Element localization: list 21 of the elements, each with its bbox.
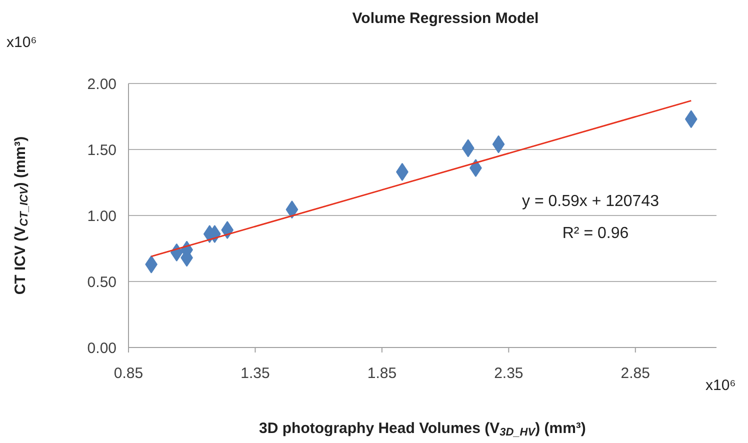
point — [286, 200, 298, 219]
text: x10⁶ — [6, 34, 37, 51]
x-tick-label: 2.85 — [620, 365, 650, 382]
point — [221, 221, 234, 240]
x-tick-label: 0.85 — [114, 365, 144, 382]
annotation: y = 0.59x + 120743 — [522, 193, 660, 210]
x-tick-label: 1.85 — [367, 365, 397, 382]
y-axis-title: CT ICV (VCT_ICV) (mm³) — [12, 136, 30, 295]
y-tick-label: 1.50 — [87, 142, 117, 159]
x-tick-label: 2.35 — [494, 365, 524, 382]
annotation: R² = 0.96 — [562, 225, 629, 242]
point — [684, 110, 698, 128]
x-tick-label: 1.35 — [240, 365, 270, 382]
y-tick-label: 2.00 — [87, 76, 117, 93]
text: x10⁶ — [706, 377, 736, 394]
chart-title: Volume Regression Model — [352, 10, 539, 27]
y-tick-label: 0.50 — [87, 274, 117, 291]
point — [492, 135, 505, 154]
point — [462, 139, 474, 158]
y-tick-label: 0.00 — [87, 340, 117, 357]
y-tick-label: 1.00 — [87, 208, 117, 225]
